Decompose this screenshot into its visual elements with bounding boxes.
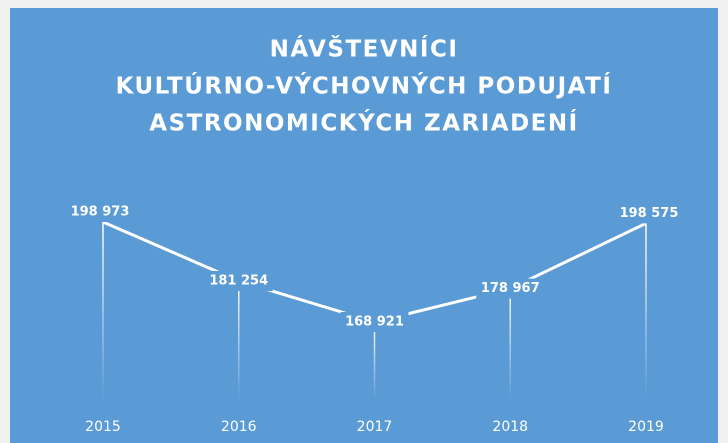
label-background xyxy=(476,278,545,299)
value-label: 178 967 xyxy=(481,281,540,296)
title-line: ASTRONOMICKÝCH ZARIADENÍ xyxy=(149,109,578,137)
title-line: NÁVŠTEVNÍCI xyxy=(270,35,459,63)
x-tick-label: 2018 xyxy=(492,419,528,435)
drop-line xyxy=(509,288,511,400)
drop-line xyxy=(102,222,104,400)
label-background xyxy=(340,312,409,332)
label-background xyxy=(66,202,134,222)
value-label: 198 973 xyxy=(71,205,130,220)
value-label: 168 921 xyxy=(345,315,404,330)
label-background xyxy=(204,270,273,291)
drop-line xyxy=(238,280,240,400)
title-line: KULTÚRNO-VÝCHOVNÝCH PODUJATÍ xyxy=(116,72,613,100)
x-tick-label: 2016 xyxy=(221,419,257,435)
drop-line xyxy=(645,223,647,400)
value-label: 181 254 xyxy=(209,273,268,288)
x-tick-label: 2019 xyxy=(628,419,664,435)
plot-background xyxy=(10,8,718,443)
value-label: 198 575 xyxy=(620,206,679,221)
x-tick-label: 2017 xyxy=(357,419,393,435)
x-tick-label: 2015 xyxy=(85,419,121,435)
drop-line xyxy=(373,322,376,400)
label-background xyxy=(615,203,683,224)
